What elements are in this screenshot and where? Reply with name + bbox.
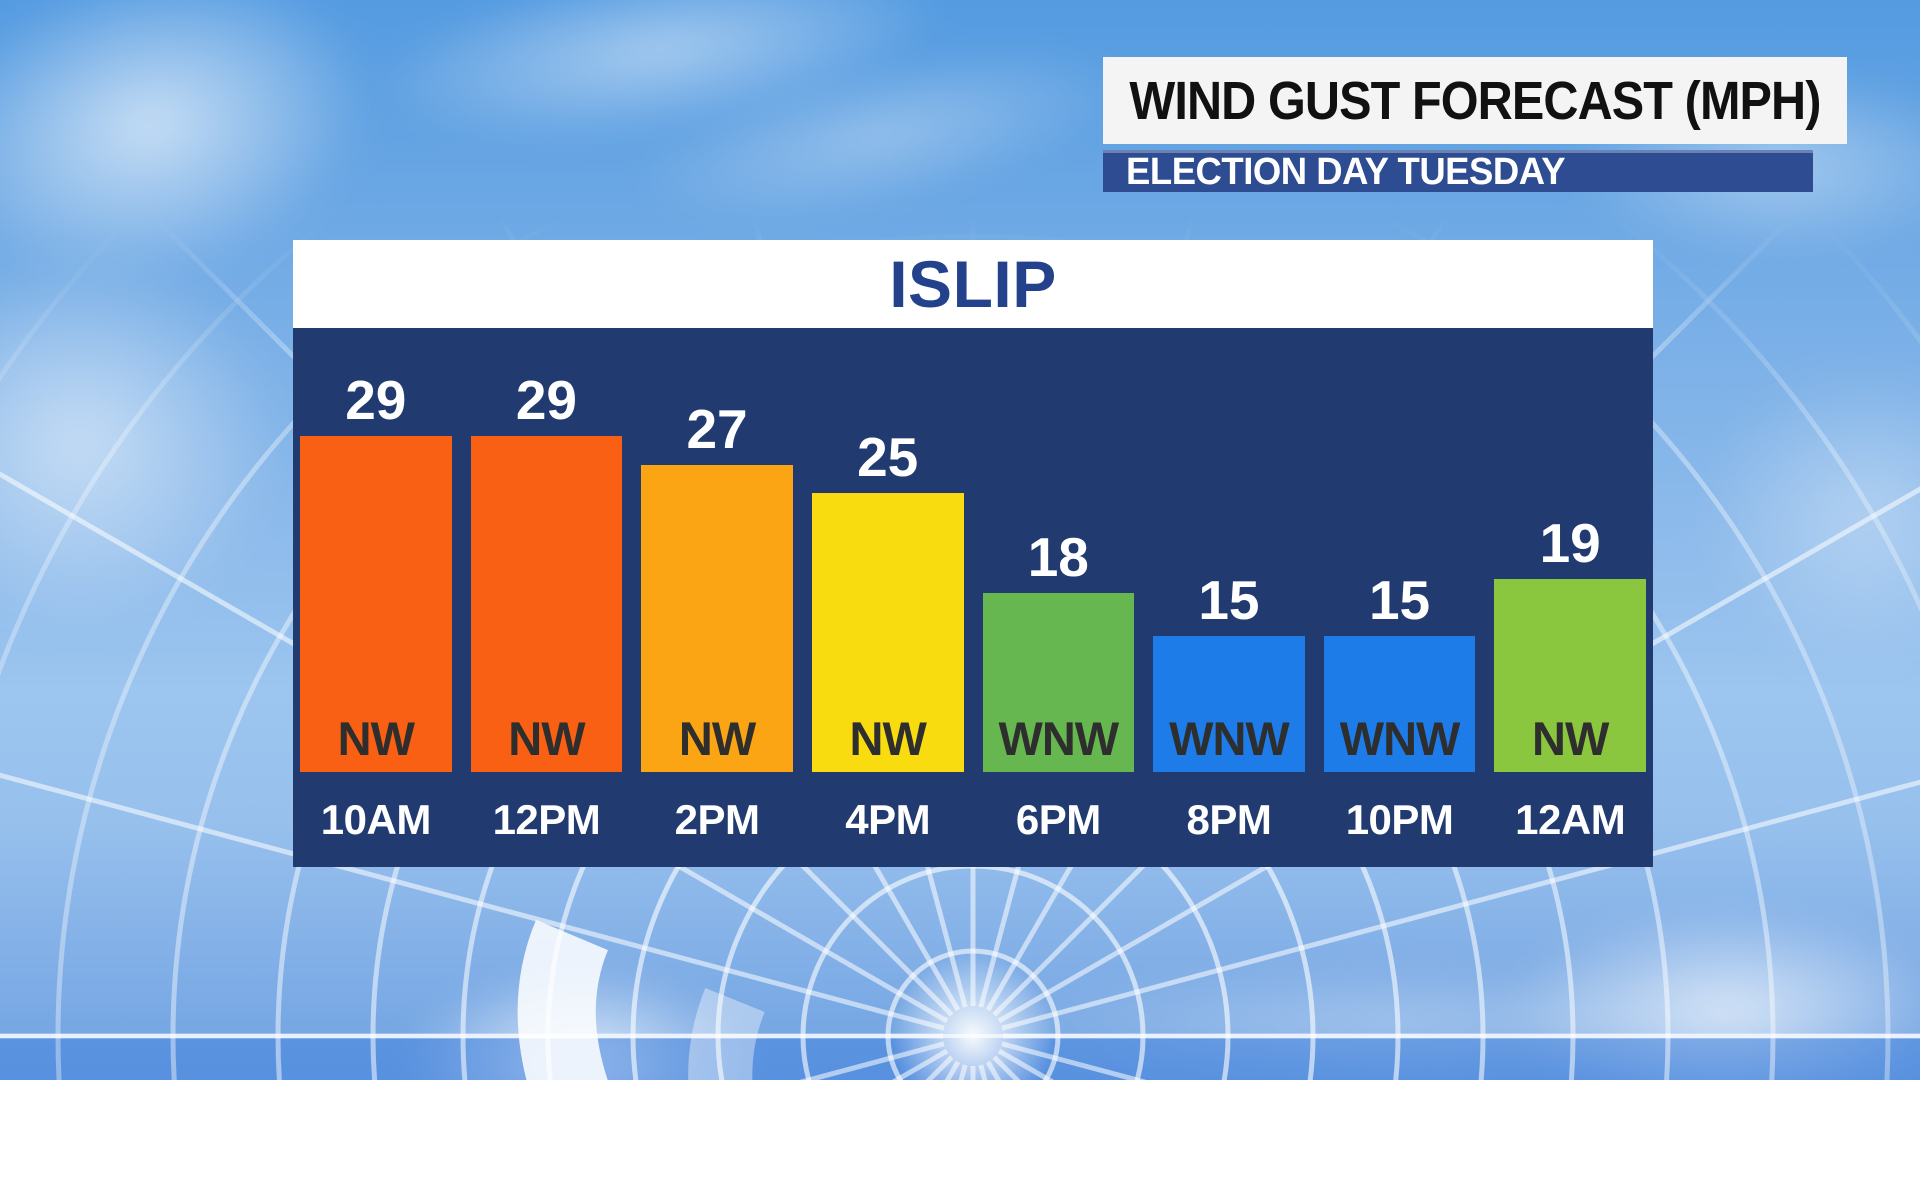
wind-direction-label: WNW: [998, 712, 1119, 765]
bar-column-4PM: 25 NW: [811, 328, 964, 772]
gust-bar: NW: [641, 465, 793, 772]
chart-body: 29 NW 29 NW 27 NW 25 NW 18 WNW 15 WNW 15 WNW 19 NW 10AM…: [293, 328, 1653, 867]
gust-value-label: 15: [1198, 569, 1260, 631]
wind-direction-label: WNW: [1169, 712, 1290, 765]
gust-bar: WNW: [1323, 636, 1476, 772]
gust-value-label: 25: [857, 426, 919, 488]
bar-column-12AM: 19 NW: [1494, 328, 1646, 772]
wind-direction-label: NW: [508, 712, 585, 765]
gust-value-label: 27: [686, 398, 748, 460]
headline-subtitle: ELECTION DAY TUESDAY: [1126, 151, 1566, 193]
wind-direction-label: WNW: [1339, 712, 1461, 765]
time-label: 12AM: [1515, 795, 1626, 843]
time-label: 6PM: [1015, 795, 1101, 843]
gust-bar: WNW: [1153, 636, 1305, 772]
bar-column-2PM: 27 NW: [641, 328, 793, 772]
gust-value-label: 29: [345, 369, 407, 431]
time-label: 12PM: [492, 795, 601, 843]
bar-column-8PM: 15 WNW: [1153, 328, 1305, 772]
time-label: 10PM: [1345, 795, 1454, 843]
gust-value-label: 15: [1368, 569, 1431, 631]
gust-value-label: 19: [1539, 512, 1601, 574]
wind-gust-chart-panel: ISLIP 29 NW 29 NW 27 NW 25 NW 18 WNW 15 WNW 15 WNW 19 N…: [293, 240, 1653, 867]
gust-value-label: 18: [1027, 526, 1089, 588]
bar-column-6PM: 18 WNW: [982, 328, 1135, 772]
time-label: 10AM: [320, 795, 432, 843]
wind-direction-label: NW: [337, 712, 415, 765]
gust-bar: WNW: [982, 593, 1135, 772]
gust-bar: NW: [300, 436, 452, 772]
headline-box: WIND GUST FORECAST (MPH): [1103, 57, 1847, 144]
bar-column-10PM: 15 WNW: [1323, 328, 1476, 772]
time-label: 8PM: [1186, 795, 1272, 843]
wind-direction-label: NW: [1532, 712, 1609, 765]
headline-title: WIND GUST FORECAST (MPH): [1129, 70, 1821, 131]
time-label: 2PM: [674, 795, 760, 843]
wind-direction-label: NW: [678, 712, 756, 765]
wind-direction-label: NW: [849, 712, 927, 765]
gust-bar: NW: [1494, 579, 1646, 772]
time-axis: 10AM 12PM 2PM 4PM 6PM 8PM 10PM 12AM: [300, 772, 1646, 867]
gust-value-label: 29: [515, 369, 578, 431]
gust-bar: NW: [470, 436, 623, 772]
bar-column-12PM: 29 NW: [470, 328, 623, 772]
location-header: ISLIP: [293, 240, 1653, 328]
bar-column-10AM: 29 NW: [300, 328, 452, 772]
location-name: ISLIP: [889, 247, 1057, 321]
bars-row: 29 NW 29 NW 27 NW 25 NW 18 WNW 15 WNW 15 WNW 19 NW: [300, 328, 1646, 772]
subtitle-bar: ELECTION DAY TUESDAY: [1103, 150, 1813, 193]
gust-bar: NW: [811, 493, 964, 772]
time-label: 4PM: [845, 795, 931, 843]
